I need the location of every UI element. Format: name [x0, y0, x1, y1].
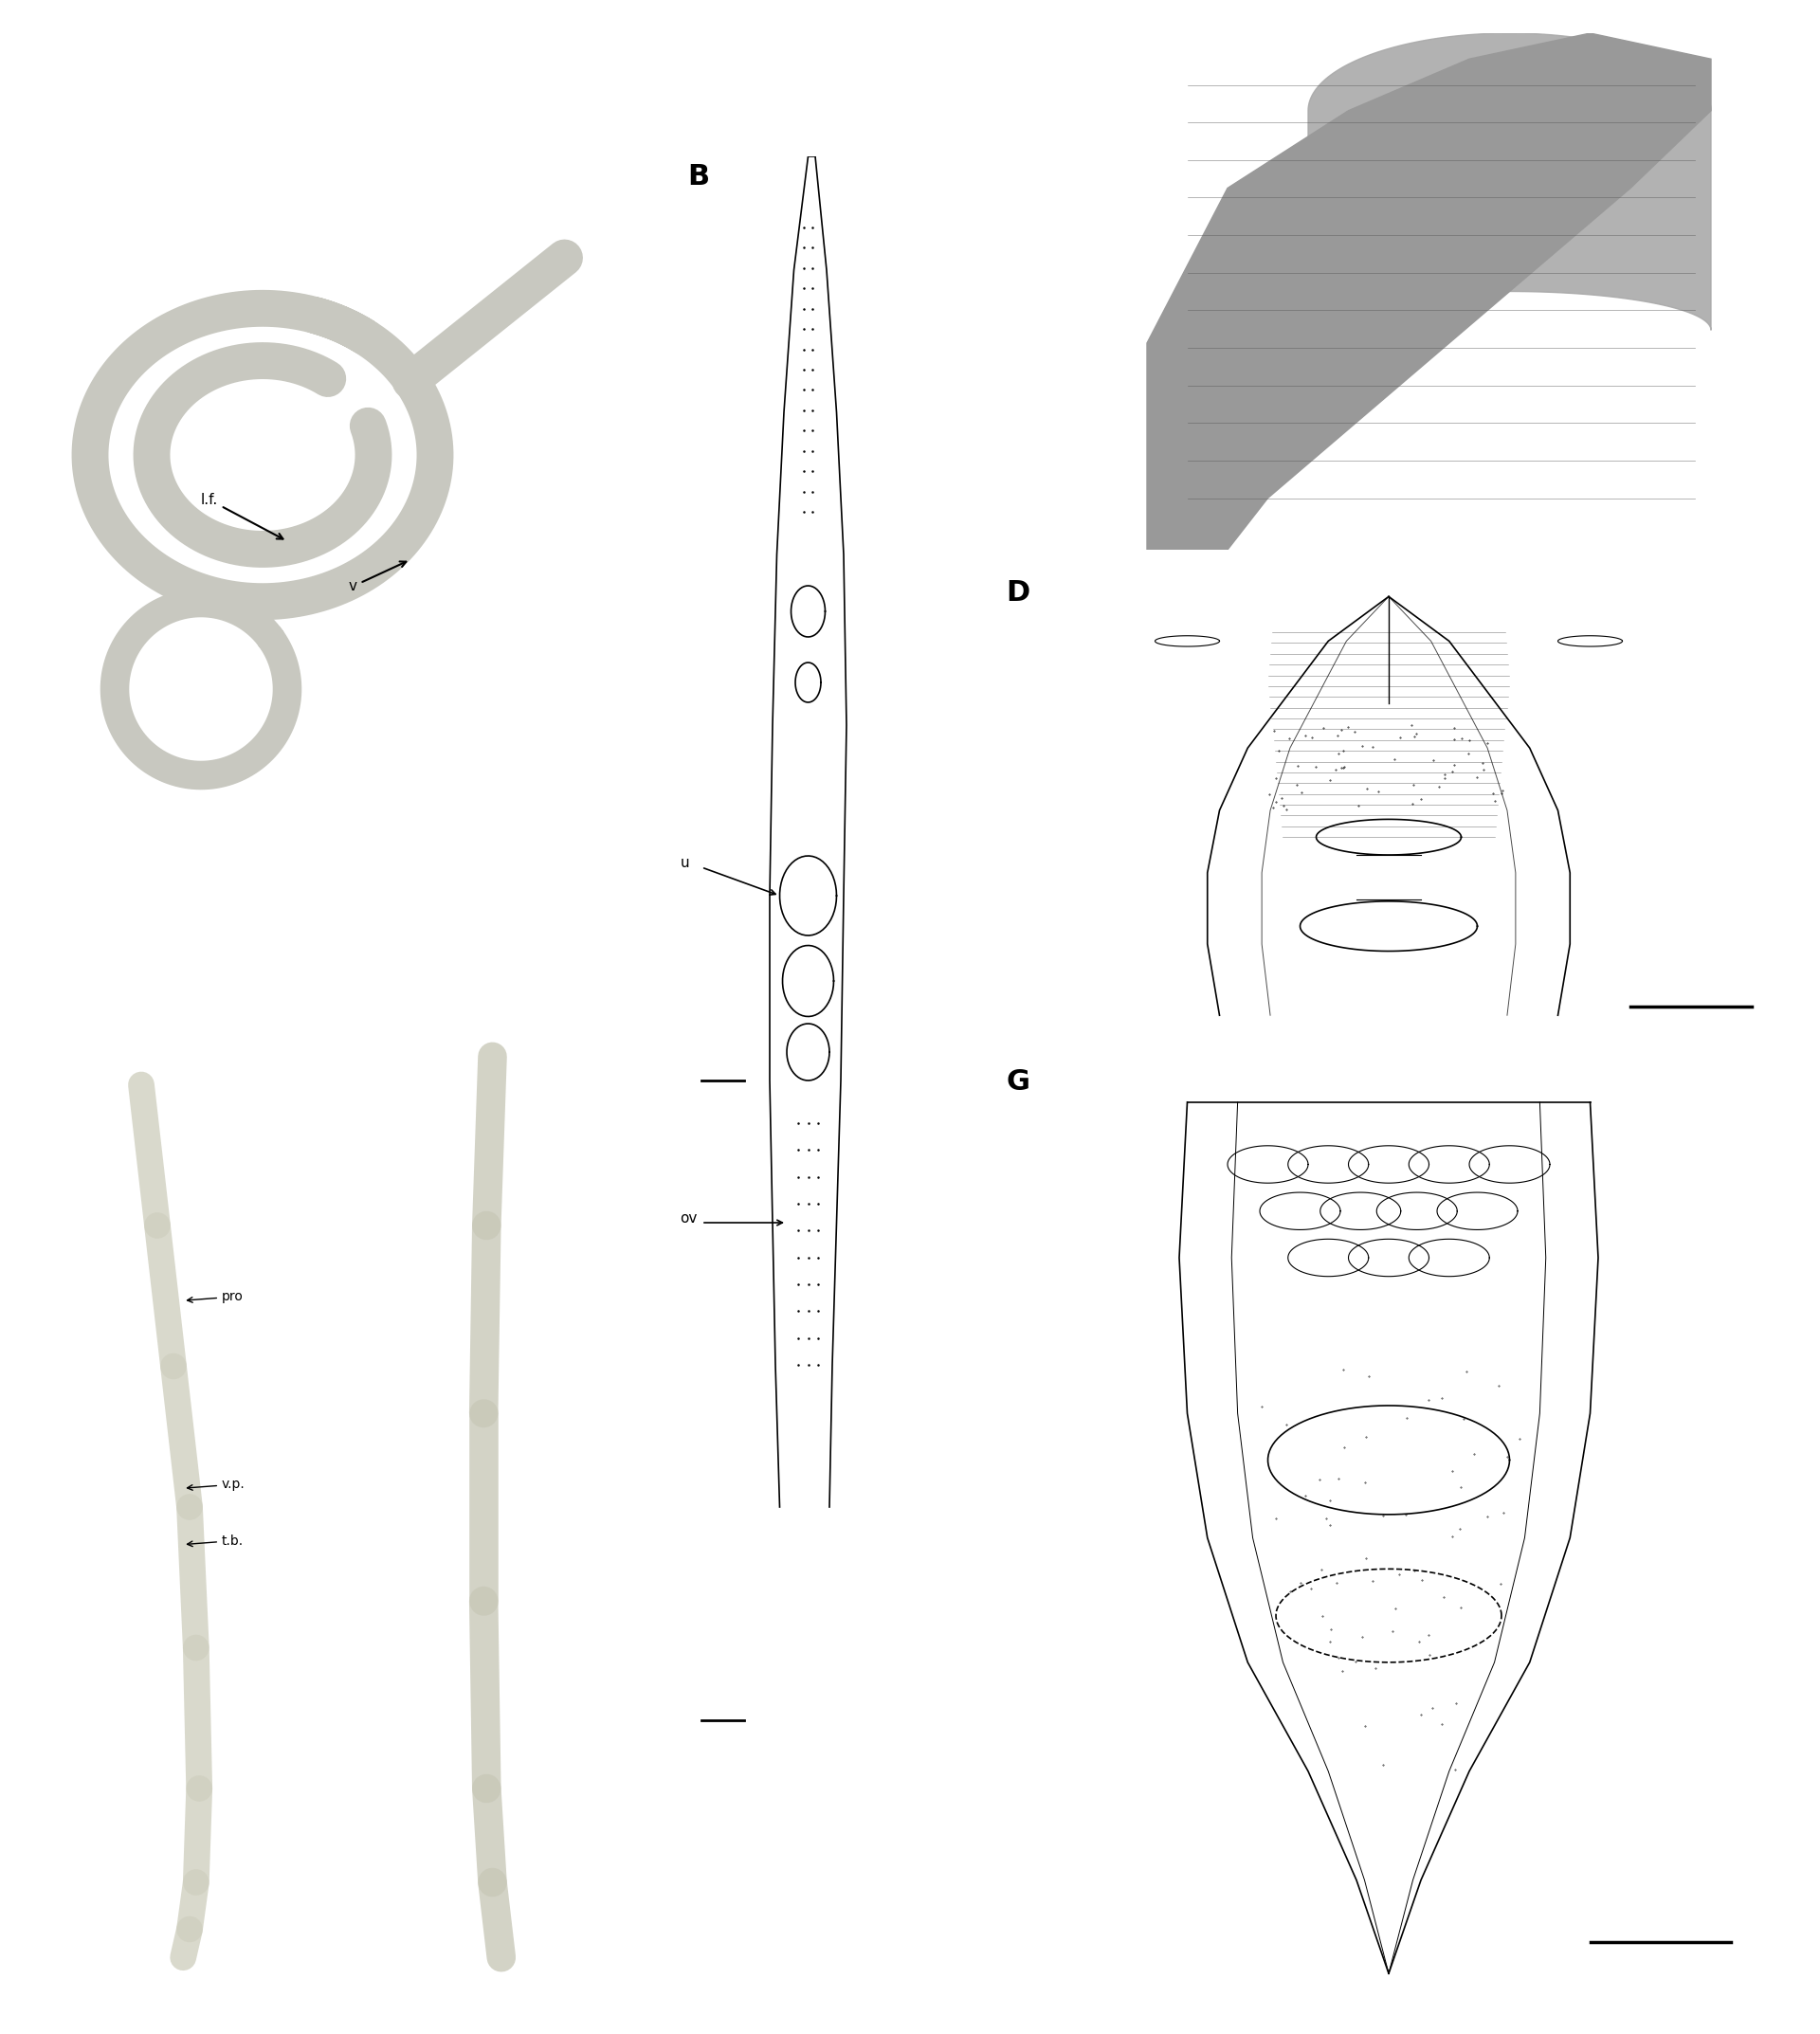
Text: v: v [349, 561, 406, 594]
Text: t.b.: t.b. [187, 1534, 244, 1548]
Text: ov: ov [681, 1212, 697, 1227]
Polygon shape [1309, 33, 1711, 330]
Text: B: B [688, 163, 710, 191]
Text: v.p.: v.p. [187, 1479, 246, 1491]
Text: pro: pro [187, 1290, 244, 1304]
Text: u: u [681, 856, 690, 871]
Text: A: A [60, 252, 82, 279]
Text: F: F [375, 1084, 395, 1113]
Text: l.f.: l.f. [200, 492, 282, 539]
Text: C: C [1026, 69, 1046, 98]
Text: E: E [44, 1084, 64, 1113]
Polygon shape [1147, 33, 1711, 549]
Text: D: D [1006, 580, 1030, 606]
Text: G: G [1006, 1068, 1030, 1096]
